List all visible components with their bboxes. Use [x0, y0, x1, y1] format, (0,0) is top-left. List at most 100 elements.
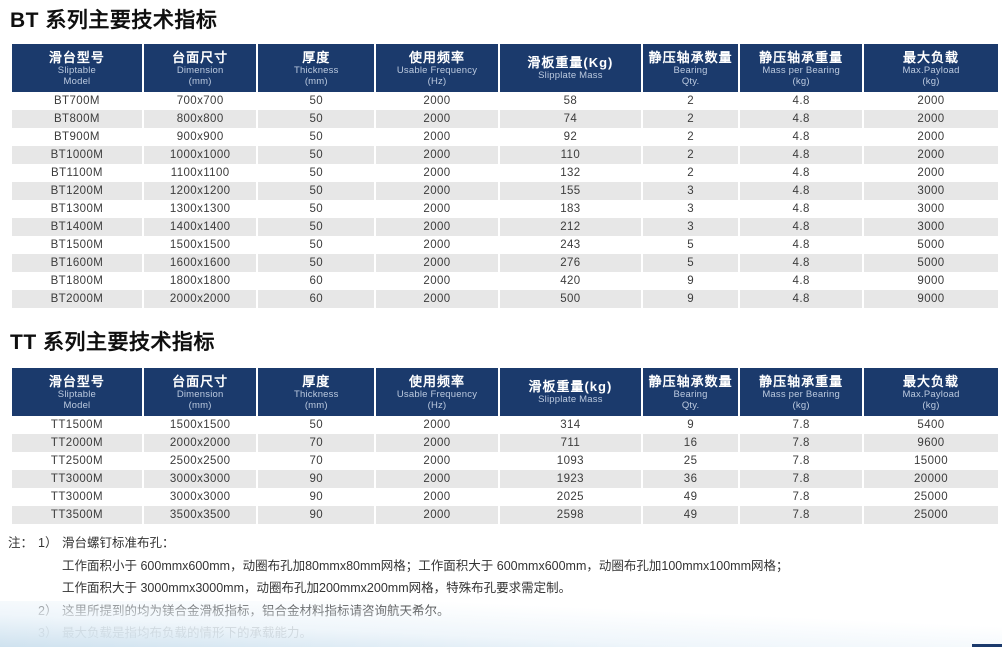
header-label-en: (Hz): [427, 75, 447, 87]
table-row: BT700M 700x700 50 2000 58 2 4.8 2000: [12, 92, 998, 110]
table-cell: 7.8: [740, 416, 863, 434]
table-row: BT1000M 1000x1000 50 2000 110 2 4.8 2000: [12, 146, 998, 164]
header-label-en: Qty.: [681, 75, 700, 87]
table-row: TT2000M 2000x2000 70 2000 711 16 7.8 9600: [12, 434, 998, 452]
table-cell: 9600: [864, 434, 998, 452]
table-cell: 700x700: [143, 92, 257, 110]
table-cell: 2000: [864, 146, 998, 164]
header-cell: 静压轴承数量 Bearing Qty.: [642, 368, 739, 416]
table-cell: 1300x1300: [143, 200, 257, 218]
header-label-zh: 台面尺寸: [172, 49, 229, 65]
table-cell: 2000: [376, 416, 498, 434]
table-cell: 3: [642, 182, 739, 200]
table-cell: 25: [642, 452, 739, 470]
table-cell: 5: [642, 254, 739, 272]
header-row: 滑台型号 Sliptable Model 台面尺寸 Dimension (mm) 厚度 Thi…: [12, 44, 998, 92]
table-cell: 7.8: [740, 470, 863, 488]
header-cell: 滑台型号 Sliptable Model: [12, 44, 142, 92]
header-label-en: (mm): [188, 399, 212, 411]
table-cell: 4.8: [740, 146, 863, 164]
table-cell: 9: [642, 290, 739, 308]
header-cell: 滑台型号 Sliptable Model: [12, 368, 142, 416]
header-label-en: (mm): [188, 75, 212, 87]
table-cell: 50: [258, 92, 375, 110]
header-label-en: Sliptable: [57, 388, 97, 400]
header-label-zh: 最大负载: [903, 49, 960, 65]
table-cell: 58: [499, 92, 641, 110]
table-cell: 16: [642, 434, 739, 452]
table-cell: 2000: [376, 128, 498, 146]
table-cell: BT1500M: [12, 236, 142, 254]
header-label-zh: 使用频率: [408, 373, 465, 389]
note-text: 最大负载是指均布负载的情形下的承载能力。: [62, 626, 313, 640]
table-cell: 2000: [376, 92, 498, 110]
header-label-zh: 滑板重量(Kg): [527, 55, 614, 70]
header-label-zh: 静压轴承数量: [648, 49, 733, 65]
header-label-en: (kg): [792, 399, 810, 411]
header-cell: 最大负载 Max.Payload (kg): [864, 368, 998, 416]
table-cell: 2: [642, 164, 739, 182]
table-cell: 4.8: [740, 92, 863, 110]
table-cell: 2000: [376, 488, 498, 506]
table-row: BT1400M 1400x1400 50 2000 212 3 4.8 3000: [12, 218, 998, 236]
table-cell: BT800M: [12, 110, 142, 128]
table-cell: 2000x2000: [143, 290, 257, 308]
table-cell: BT900M: [12, 128, 142, 146]
header-cell: 滑板重量(Kg) Slipplate Mass: [499, 44, 641, 92]
note-text: 工作面积小于 600mmx600mm，动圈布孔加80mmx80mm网格；工作面积…: [62, 558, 789, 573]
note-text: 滑台螺钉标准布孔：: [62, 536, 175, 550]
table-cell: 2: [642, 110, 739, 128]
table-cell: 711: [499, 434, 641, 452]
table-cell: 49: [642, 506, 739, 524]
note-number: 2）: [38, 603, 58, 618]
footer-accent-bar: [972, 644, 1002, 647]
header-label-zh: 最大负载: [903, 373, 960, 389]
table-row: BT1100M 1100x1100 50 2000 132 2 4.8 2000: [12, 164, 998, 182]
table-cell: 50: [258, 146, 375, 164]
header-label-en: (mm): [304, 75, 328, 87]
header-label-zh: 静压轴承重量: [759, 49, 844, 65]
table-cell: TT2000M: [12, 434, 142, 452]
header-cell: 静压轴承重量 Mass per Bearing (kg): [740, 368, 863, 416]
table-cell: 2: [642, 128, 739, 146]
header-cell: 最大负载 Max.Payload (kg): [864, 44, 998, 92]
table-cell: 2000: [376, 470, 498, 488]
table-cell: 3500x3500: [143, 506, 257, 524]
table-cell: BT1200M: [12, 182, 142, 200]
table-cell: 1093: [499, 452, 641, 470]
table-cell: 2000: [864, 128, 998, 146]
table-cell: 2598: [499, 506, 641, 524]
table-cell: 20000: [864, 470, 998, 488]
table-cell: 50: [258, 218, 375, 236]
table-cell: 9000: [864, 272, 998, 290]
table-cell: 9: [642, 272, 739, 290]
table-cell: 1923: [499, 470, 641, 488]
header-label-zh: 滑台型号: [48, 49, 105, 65]
table-cell: 1500x1500: [143, 416, 257, 434]
table-cell: 1500x1500: [143, 236, 257, 254]
table-cell: 2000: [376, 218, 498, 236]
table-cell: 5000: [864, 236, 998, 254]
table-cell: 276: [499, 254, 641, 272]
table-row: BT1500M 1500x1500 50 2000 243 5 4.8 5000: [12, 236, 998, 254]
note-number: 3）: [38, 626, 58, 640]
table-cell: 5: [642, 236, 739, 254]
table-cell: 3000: [864, 200, 998, 218]
note-line: 3） 最大负载是指均布负载的情形下的承载能力。: [8, 622, 998, 645]
table-cell: 3000: [864, 182, 998, 200]
table-cell: 90: [258, 470, 375, 488]
table-row: TT3000M 3000x3000 90 2000 2025 49 7.8 25000: [12, 488, 998, 506]
header-label-en: Bearing: [673, 388, 708, 400]
note-line: 工作面积大于 3000mmx3000mm，动圈布孔加200mmx200mm网格，…: [8, 577, 998, 600]
header-label-en: Thickness: [294, 388, 339, 400]
header-label-zh: 台面尺寸: [172, 373, 229, 389]
header-label-en: (mm): [304, 399, 328, 411]
table-cell: TT1500M: [12, 416, 142, 434]
table-cell: 3000: [864, 218, 998, 236]
table-cell: 2000: [376, 200, 498, 218]
table-row: TT2500M 2500x2500 70 2000 1093 25 7.8 15000: [12, 452, 998, 470]
header-label-en: (Hz): [427, 399, 447, 411]
header-label-en: Model: [63, 75, 91, 87]
table-cell: 1100x1100: [143, 164, 257, 182]
table-cell: 50: [258, 254, 375, 272]
